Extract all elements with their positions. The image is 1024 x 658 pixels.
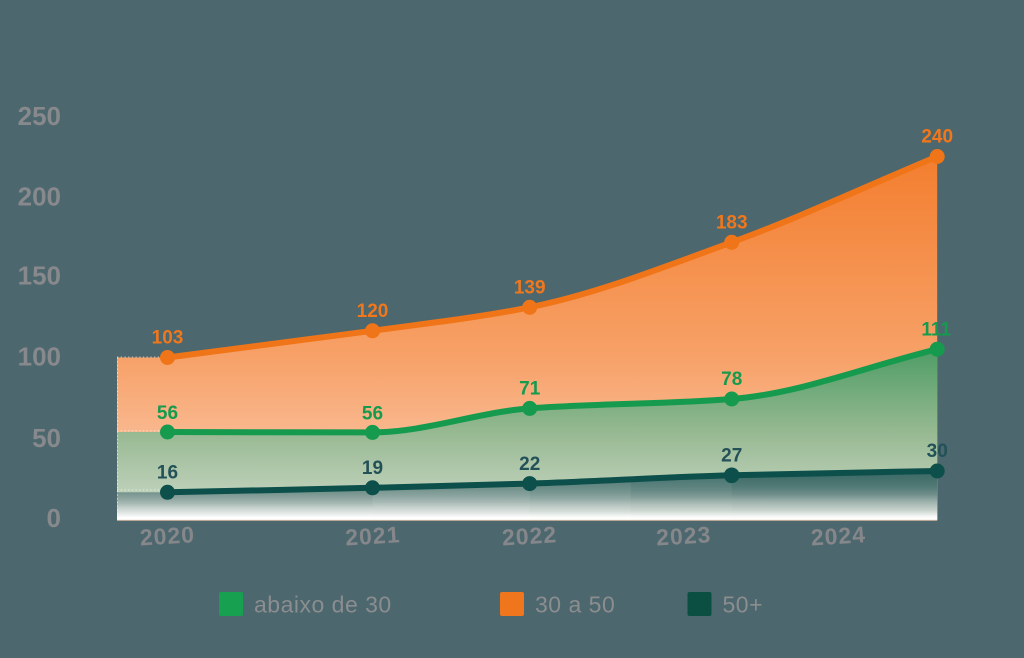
svg-text:2023: 2023 [655,521,712,550]
svg-text:30 a 50: 30 a 50 [535,591,615,617]
svg-text:139: 139 [514,278,546,299]
svg-text:abaixo de 30: abaixo de 30 [254,591,392,617]
svg-text:56: 56 [157,403,178,424]
svg-text:183: 183 [716,213,748,234]
svg-text:150: 150 [18,261,61,291]
svg-text:27: 27 [721,446,742,467]
svg-text:30: 30 [927,441,948,462]
svg-text:50+: 50+ [723,591,764,617]
svg-text:2022: 2022 [501,521,558,550]
svg-text:78: 78 [721,369,742,390]
svg-text:111: 111 [921,319,951,340]
svg-text:0: 0 [47,503,61,533]
svg-text:120: 120 [357,301,389,322]
svg-text:16: 16 [157,463,178,484]
svg-text:240: 240 [921,127,953,148]
svg-text:2021: 2021 [344,521,401,550]
svg-text:71: 71 [519,379,541,400]
svg-text:19: 19 [362,458,383,479]
svg-text:50: 50 [32,423,61,453]
svg-text:100: 100 [18,342,61,372]
svg-text:200: 200 [18,182,61,212]
svg-text:103: 103 [152,328,184,349]
svg-text:2024: 2024 [810,521,867,550]
svg-text:2020: 2020 [139,521,196,550]
svg-text:56: 56 [362,403,383,424]
svg-text:250: 250 [18,101,61,131]
svg-text:22: 22 [519,454,540,475]
